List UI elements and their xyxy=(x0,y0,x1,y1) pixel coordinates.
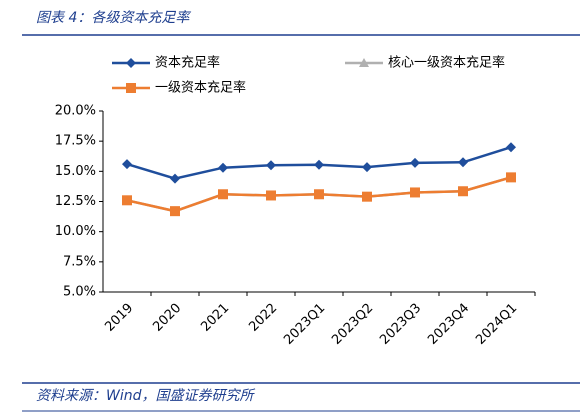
data-point xyxy=(410,157,420,168)
x-tick-label: 2020 xyxy=(150,301,184,335)
x-tick-label: 2019 xyxy=(102,301,136,335)
source-note: 资料来源：Wind，国盛证券研究所 xyxy=(36,388,255,404)
x-tick-label: 2023Q2 xyxy=(329,301,376,348)
data-point xyxy=(506,172,516,183)
data-point xyxy=(314,189,324,200)
data-point xyxy=(170,206,180,217)
data-point xyxy=(122,159,132,170)
x-tick-label: 2023Q3 xyxy=(377,301,424,348)
data-point xyxy=(506,142,516,153)
y-tick-label: 5.0% xyxy=(63,285,96,300)
y-tick-label: 7.5% xyxy=(63,254,96,269)
data-point xyxy=(126,83,136,93)
data-point xyxy=(218,162,228,173)
data-point xyxy=(458,186,468,197)
x-tick-label: 2021 xyxy=(198,301,232,335)
legend-label: 资本充足率 xyxy=(155,55,220,71)
data-point xyxy=(218,189,228,200)
data-point xyxy=(266,190,276,201)
y-tick-label: 17.5% xyxy=(55,134,96,149)
data-point xyxy=(314,159,324,170)
x-tick-label: 2023Q4 xyxy=(425,301,472,348)
y-tick-label: 15.0% xyxy=(55,164,96,179)
data-point xyxy=(266,160,276,171)
legend-label: 一级资本充足率 xyxy=(155,80,246,96)
chart-title: 图表 4：各级资本充足率 xyxy=(36,10,191,26)
x-tick-label: 2022 xyxy=(246,301,280,335)
data-point xyxy=(458,157,468,168)
data-point xyxy=(359,58,369,67)
data-point xyxy=(122,195,132,206)
data-point xyxy=(410,187,420,198)
data-point xyxy=(362,191,372,202)
x-tick-label: 2024Q1 xyxy=(473,301,520,348)
data-point xyxy=(362,162,372,173)
x-tick-label: 2023Q1 xyxy=(281,301,328,348)
y-tick-label: 20.0% xyxy=(55,104,96,119)
y-tick-label: 12.5% xyxy=(55,194,96,209)
y-tick-label: 10.0% xyxy=(55,224,96,239)
data-point xyxy=(170,173,180,184)
legend-label: 核心一级资本充足率 xyxy=(388,55,505,71)
data-point xyxy=(126,58,136,68)
